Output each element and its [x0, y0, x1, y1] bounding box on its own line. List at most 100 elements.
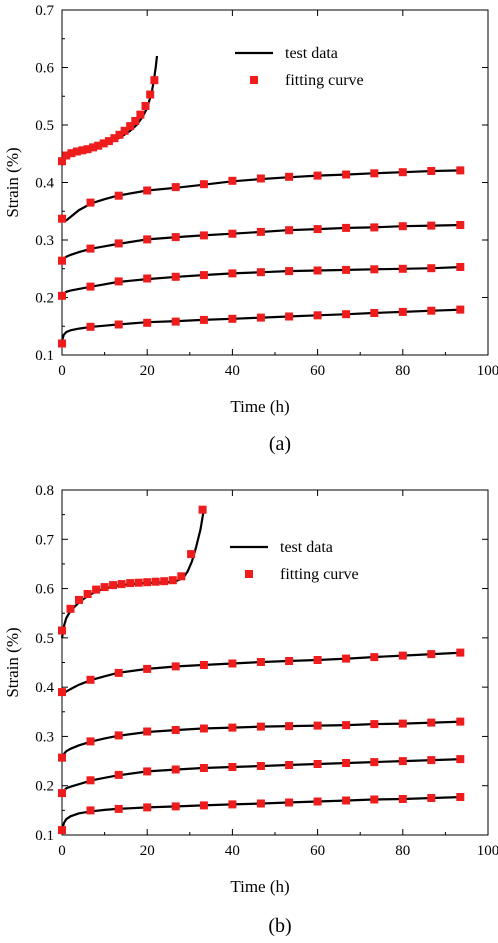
data-marker [171, 317, 180, 326]
data-marker [370, 223, 379, 232]
data-marker [171, 272, 180, 281]
data-marker [199, 180, 208, 189]
data-marker [58, 157, 66, 166]
data-marker [143, 803, 152, 812]
panel-label: (a) [269, 433, 291, 455]
y-tick-label: 0.2 [35, 779, 54, 795]
data-marker [199, 661, 208, 669]
data-marker [58, 789, 66, 798]
data-marker [104, 137, 113, 146]
data-marker [58, 753, 66, 762]
data-marker [456, 263, 465, 271]
y-tick-label: 0.2 [35, 291, 54, 307]
y-tick-label: 0.7 [35, 532, 54, 548]
data-marker [342, 796, 351, 805]
data-marker [199, 764, 208, 772]
data-marker [370, 265, 379, 274]
data-marker [398, 168, 407, 177]
data-marker [143, 727, 152, 736]
x-tick-label: 20 [140, 843, 155, 859]
x-tick-label: 80 [395, 363, 410, 379]
data-marker [456, 793, 465, 801]
data-marker [342, 310, 351, 319]
data-marker [58, 826, 66, 835]
data-marker [427, 221, 436, 230]
data-marker [199, 271, 208, 280]
legend-label-fitting-curve: fitting curve [285, 72, 364, 89]
data-marker [114, 320, 123, 329]
data-marker [370, 653, 379, 662]
y-tick-label: 0.6 [35, 61, 54, 77]
data-marker [285, 312, 294, 321]
data-marker [151, 577, 160, 586]
data-marker [198, 505, 207, 514]
data-marker [110, 134, 119, 143]
data-marker [285, 657, 294, 665]
data-marker [228, 800, 237, 809]
data-marker [120, 126, 129, 135]
data-marker [398, 264, 407, 273]
data-marker [285, 761, 294, 769]
data-marker [115, 130, 124, 139]
data-marker [143, 767, 152, 776]
data-marker [83, 590, 92, 598]
x-tick-label: 100 [477, 843, 498, 859]
data-marker [72, 147, 81, 156]
data-marker [86, 322, 95, 331]
data-marker [199, 231, 208, 240]
data-marker [285, 172, 294, 181]
data-marker [143, 578, 152, 587]
data-marker [143, 186, 152, 195]
series-line-1 [60, 795, 463, 831]
data-marker [58, 214, 66, 223]
legend-marker-swatch [250, 76, 258, 84]
data-marker [427, 756, 436, 765]
data-marker [370, 309, 379, 317]
data-marker [313, 797, 322, 806]
data-marker [398, 757, 407, 766]
data-marker [136, 110, 145, 119]
y-tick-label: 0.7 [35, 3, 54, 19]
x-tick-label: 80 [395, 843, 410, 859]
data-marker [228, 659, 237, 668]
data-marker [456, 648, 465, 657]
data-marker [285, 267, 294, 276]
series-line-2 [61, 265, 463, 296]
data-marker [313, 760, 322, 768]
data-marker [228, 314, 237, 323]
data-marker [256, 227, 265, 236]
data-marker [228, 269, 237, 278]
data-marker [58, 626, 66, 635]
data-marker [126, 122, 135, 131]
data-marker [398, 719, 407, 728]
data-marker [256, 722, 265, 731]
data-marker [456, 166, 465, 175]
x-tick-label: 60 [310, 843, 325, 859]
series-line-1 [60, 308, 463, 341]
data-marker [114, 731, 123, 740]
data-marker [342, 223, 351, 232]
data-marker [370, 795, 379, 804]
data-marker [228, 176, 237, 185]
data-marker [342, 759, 351, 767]
data-marker [171, 765, 180, 774]
data-marker [114, 277, 123, 286]
data-marker [66, 604, 75, 613]
data-marker [456, 755, 465, 764]
series-line-2 [61, 758, 463, 794]
data-marker [58, 339, 66, 348]
data-marker [199, 315, 208, 324]
data-marker [199, 801, 208, 810]
data-marker [342, 654, 351, 663]
data-marker [126, 579, 135, 588]
data-marker [342, 721, 351, 730]
data-marker [86, 737, 95, 746]
data-marker [256, 313, 265, 322]
data-marker [114, 804, 123, 813]
data-marker [146, 90, 155, 99]
data-marker [86, 198, 95, 207]
x-axis-label: Time (h) [230, 397, 289, 416]
data-marker [228, 763, 237, 771]
data-marker [89, 143, 98, 152]
x-tick-label: 100 [477, 363, 498, 379]
